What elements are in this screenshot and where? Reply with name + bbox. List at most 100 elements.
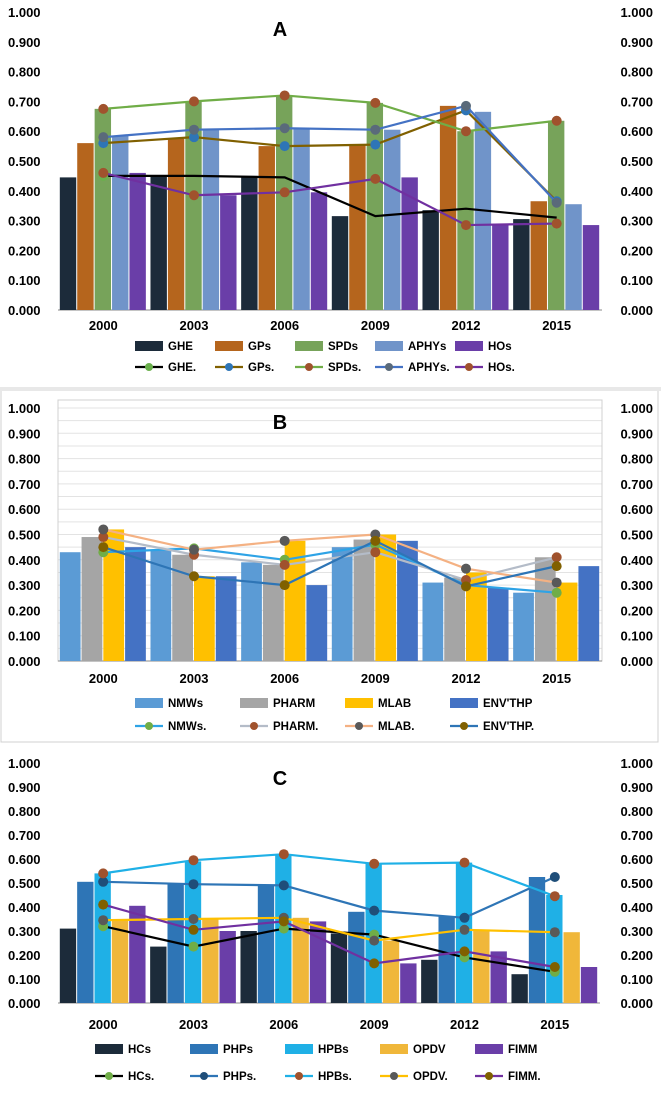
bar-hcs: [240, 931, 257, 1003]
bar-gps: [258, 146, 275, 310]
series-marker: [279, 187, 290, 198]
series-marker: [551, 218, 562, 229]
series-marker: [459, 946, 470, 957]
x-tick-label: 2012: [452, 671, 481, 686]
x-tick-label: 2006: [270, 671, 299, 686]
legend-label: FIMM: [508, 1044, 537, 1056]
series-marker: [188, 879, 199, 890]
series-marker: [188, 941, 199, 952]
legend-swatch: [375, 341, 403, 351]
y-tick-label-right: 0.000: [620, 654, 653, 669]
legend-label: PHPs.: [223, 1071, 256, 1083]
series-marker: [189, 190, 199, 201]
legend-label: HCs.: [128, 1071, 154, 1083]
y-tick-label-right: 0.500: [620, 876, 653, 891]
chart-title: C: [273, 768, 287, 790]
series-line-phps: [103, 875, 556, 919]
bar-nmws: [241, 562, 262, 661]
y-tick-label-left: 0.600: [8, 502, 41, 517]
legend-label: NMWs: [168, 698, 203, 710]
legend-swatch: [190, 1044, 218, 1054]
legend-swatch: [475, 1044, 503, 1054]
series-marker: [461, 126, 471, 137]
y-tick-label-left: 0.900: [8, 35, 41, 50]
bar-nmws: [422, 582, 444, 661]
legend-marker: [465, 363, 473, 371]
series-marker: [551, 587, 562, 598]
bar-phps: [438, 916, 455, 1003]
series-marker: [551, 561, 562, 572]
y-tick-label-left: 0.100: [8, 629, 41, 644]
series-marker: [189, 544, 199, 555]
y-tick-label-right: 0.300: [620, 578, 653, 593]
legend-swatch: [380, 1044, 408, 1054]
y-tick-label-left: 0.200: [8, 948, 41, 963]
bar-envthp: [306, 585, 328, 661]
series-line-hos: [103, 171, 557, 227]
legend-label: HCs: [128, 1044, 151, 1056]
x-tick-label: 2015: [542, 671, 571, 686]
series-marker: [461, 220, 471, 231]
y-tick-label-right: 0.700: [620, 94, 653, 109]
series-marker: [370, 139, 381, 150]
y-tick-label-left: 0.600: [8, 124, 41, 139]
series-line-hpbs: [103, 853, 556, 898]
legend-marker: [485, 1072, 493, 1080]
y-tick-label-right: 0.900: [620, 35, 653, 50]
legend-label: HOs.: [488, 362, 515, 374]
y-tick-label-right: 0.500: [620, 154, 653, 169]
bar-pharm: [262, 564, 284, 661]
series-marker: [459, 912, 470, 923]
panel-b: 0.000 0.000 0.100 0.100 0.200 0.200 0.300 0.300…: [8, 399, 653, 733]
y-tick-label-right: 0.200: [620, 948, 653, 963]
bar-pharm: [534, 557, 556, 661]
legend-label: ENV'THP: [483, 698, 533, 710]
series-line-nmws: [103, 543, 557, 594]
legend-marker: [305, 363, 313, 371]
series-line-envthp: [102, 539, 557, 588]
series-line-aphys: [103, 104, 558, 204]
bar-pharm: [444, 577, 465, 661]
bar-fimm: [219, 931, 236, 1003]
series-line-pharm: [103, 535, 557, 582]
y-tick-label-left: 1.000: [8, 5, 41, 20]
y-tick-label-left: 0.000: [8, 303, 41, 318]
series-line-gps: [103, 109, 558, 203]
y-tick-label-right: 0.400: [620, 184, 653, 199]
series-marker: [369, 905, 380, 916]
y-tick-label-right: 0.100: [620, 972, 653, 987]
series-marker: [98, 915, 109, 926]
legend-swatch: [240, 698, 268, 708]
series-marker: [98, 532, 109, 543]
bar-ghe: [422, 210, 439, 310]
bar-mlab: [103, 529, 125, 661]
chart-title: A: [273, 19, 287, 41]
x-tick-label: 2009: [360, 1017, 389, 1032]
legend-marker: [145, 722, 153, 730]
bar-hcs: [511, 974, 528, 1003]
bar-fimm: [400, 963, 417, 1003]
legend-label: ENV'THP.: [483, 721, 534, 733]
legend-marker: [145, 363, 153, 371]
y-tick-label-right: 0.100: [620, 273, 653, 288]
legend-label: HOs: [488, 341, 512, 353]
series-line-mlab: [103, 528, 557, 584]
series-marker: [98, 167, 109, 178]
bar-hcs: [59, 928, 77, 1003]
legend-label: PHARM: [273, 698, 315, 710]
bar-hcs: [421, 959, 438, 1003]
x-tick-label: 2015: [542, 318, 571, 333]
bar-fimm: [580, 967, 598, 1003]
bar-spds: [547, 120, 565, 311]
series-marker: [369, 858, 380, 869]
y-tick-label-right: 0.700: [620, 477, 653, 492]
legend-marker: [250, 722, 258, 730]
legend-marker: [355, 722, 363, 730]
x-tick-label: 2003: [180, 318, 209, 333]
bar-mlab: [194, 576, 215, 661]
x-tick-label: 2000: [89, 1017, 118, 1032]
series-marker: [188, 914, 199, 924]
series-marker: [549, 872, 560, 882]
legend-label: NMWs.: [168, 721, 206, 733]
